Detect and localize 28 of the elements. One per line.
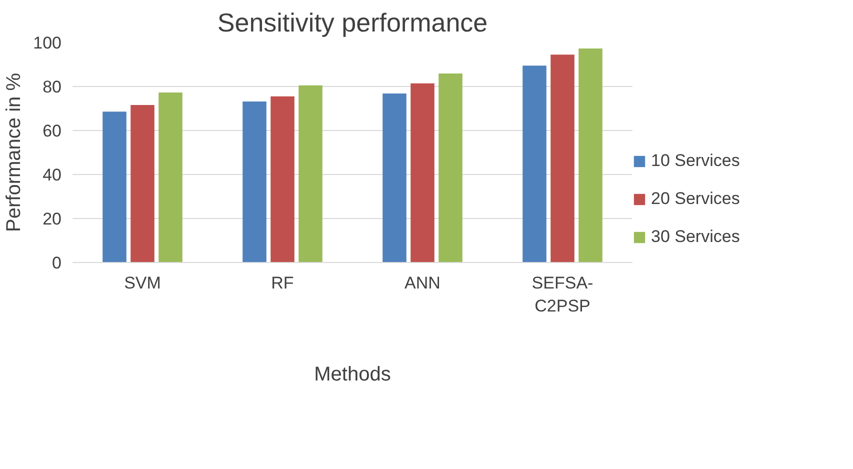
bar bbox=[270, 96, 294, 262]
bar bbox=[158, 92, 182, 262]
bar bbox=[578, 48, 602, 262]
bar bbox=[550, 54, 574, 262]
bar bbox=[242, 101, 266, 262]
y-tick-label: 80 bbox=[42, 78, 62, 96]
bar bbox=[102, 112, 126, 262]
bar bbox=[438, 74, 462, 262]
y-tick-label: 100 bbox=[33, 34, 62, 52]
x-axis-title: Methods bbox=[314, 363, 391, 386]
bar bbox=[410, 83, 434, 262]
chart-title: Sensitivity performance bbox=[217, 8, 488, 38]
x-tick-label: ANN bbox=[404, 274, 440, 292]
bar bbox=[522, 66, 546, 262]
y-axis-title: Performance in % bbox=[3, 72, 26, 232]
bar bbox=[130, 104, 154, 262]
y-tick-label: 60 bbox=[42, 122, 62, 140]
legend-label: 10 Services bbox=[651, 151, 740, 171]
legend-label: 20 Services bbox=[651, 189, 740, 209]
x-tick-label: RF bbox=[271, 274, 294, 292]
y-tick-label: 0 bbox=[52, 254, 62, 272]
y-tick-label: 40 bbox=[42, 166, 62, 184]
y-tick-label: 20 bbox=[42, 210, 62, 228]
bar bbox=[382, 94, 406, 262]
legend-label: 30 Services bbox=[651, 227, 740, 247]
x-tick-label: SEFSA-C2PSP bbox=[532, 274, 594, 316]
bar bbox=[298, 85, 322, 262]
x-tick-label: SVM bbox=[124, 274, 161, 292]
